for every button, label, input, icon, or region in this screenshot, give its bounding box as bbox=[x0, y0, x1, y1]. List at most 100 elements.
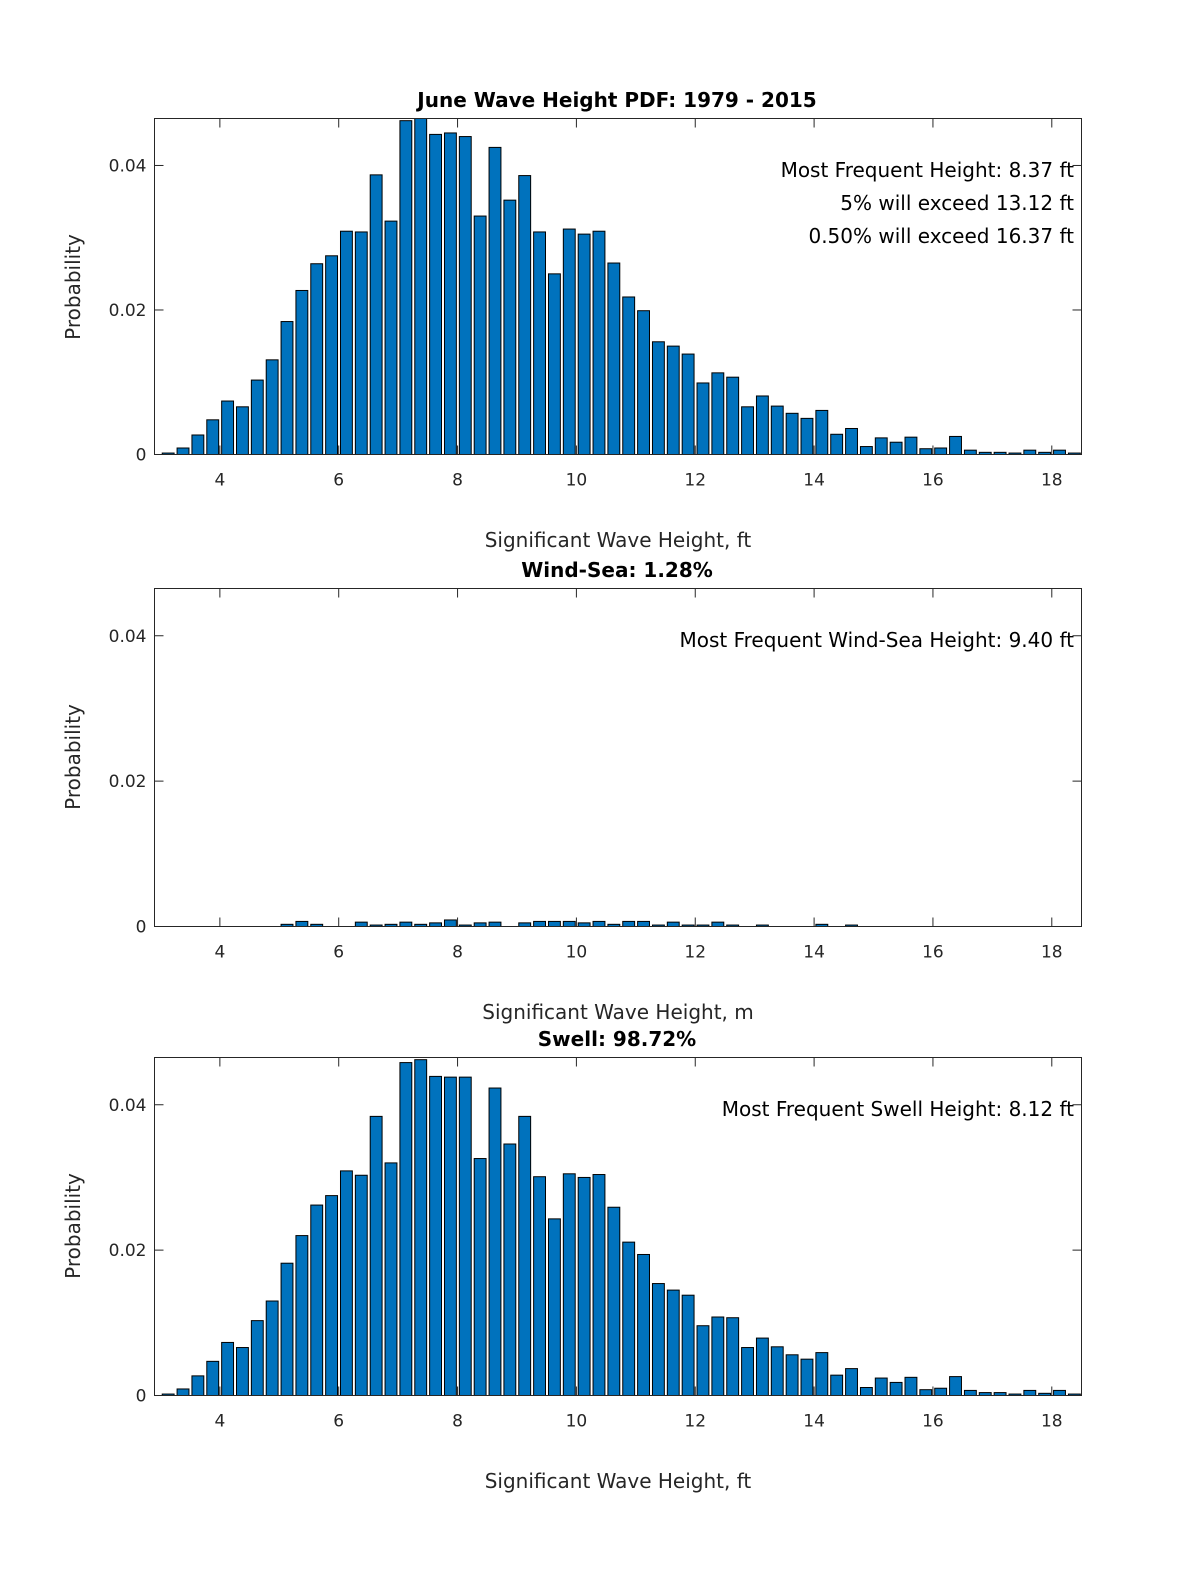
y-tick-label: 0.04 bbox=[109, 627, 147, 647]
bar bbox=[785, 1354, 799, 1397]
bar bbox=[473, 215, 487, 455]
bar bbox=[607, 262, 621, 455]
bar bbox=[191, 434, 205, 455]
bar bbox=[280, 1262, 294, 1396]
bar bbox=[339, 1170, 353, 1397]
bar bbox=[904, 436, 918, 456]
bar bbox=[369, 1115, 383, 1396]
bar bbox=[295, 920, 309, 927]
bar bbox=[1053, 449, 1066, 456]
y-axis-label: Probability bbox=[61, 234, 85, 340]
bar bbox=[934, 1387, 948, 1396]
bar bbox=[711, 1316, 725, 1396]
bar bbox=[726, 1317, 740, 1396]
bar bbox=[562, 228, 576, 455]
bar bbox=[963, 1389, 977, 1397]
bar bbox=[800, 1358, 814, 1397]
bar bbox=[236, 406, 249, 455]
bar bbox=[221, 1341, 235, 1396]
annotation-text: Most Frequent Wind-Sea Height: 9.40 ft bbox=[679, 628, 1074, 652]
y-axis-label: Probability bbox=[61, 1173, 85, 1279]
bar bbox=[384, 1162, 398, 1397]
x-tick-label: 10 bbox=[566, 471, 588, 491]
bar bbox=[622, 1241, 636, 1396]
bar bbox=[488, 146, 502, 455]
bar bbox=[310, 1204, 324, 1397]
bar bbox=[384, 220, 398, 455]
y-tick-label: 0 bbox=[136, 446, 147, 466]
x-ticks: 4 6 8 10 12 14 16 18 bbox=[214, 588, 1063, 963]
bar bbox=[250, 1320, 264, 1397]
bar bbox=[949, 435, 962, 456]
x-tick-label: 18 bbox=[1041, 943, 1063, 963]
bar bbox=[577, 1176, 591, 1396]
bar bbox=[666, 921, 680, 928]
bar bbox=[651, 341, 665, 455]
bar bbox=[339, 230, 353, 455]
bar bbox=[904, 1376, 918, 1396]
bar bbox=[443, 919, 457, 928]
bars-group bbox=[161, 118, 1081, 456]
bar bbox=[1023, 449, 1037, 456]
bar bbox=[236, 1347, 249, 1397]
x-ticks: 4 6 8 10 12 14 16 18 bbox=[214, 1057, 1063, 1432]
bar bbox=[845, 427, 858, 455]
bar bbox=[443, 1076, 457, 1396]
bar bbox=[533, 1176, 546, 1396]
bar bbox=[963, 449, 977, 456]
y-tick-label: 0.02 bbox=[109, 1241, 147, 1261]
bar bbox=[369, 174, 383, 456]
bar bbox=[399, 120, 413, 455]
bar bbox=[770, 1346, 784, 1397]
bar bbox=[815, 1352, 829, 1396]
y-ticks: 0 0.02 0.04 bbox=[109, 627, 1082, 938]
chart-title: Swell: 98.72% bbox=[538, 1027, 696, 1051]
y-ticks: 0 0.02 0.04 bbox=[109, 1096, 1082, 1407]
bar bbox=[919, 448, 933, 456]
annotation-text: Most Frequent Swell Height: 8.12 ft bbox=[722, 1097, 1074, 1121]
x-ticks: 4 6 8 10 12 14 16 18 bbox=[214, 118, 1063, 491]
bar bbox=[755, 1337, 769, 1396]
bar bbox=[815, 409, 829, 456]
x-tick-label: 8 bbox=[452, 943, 463, 963]
bar bbox=[800, 417, 814, 455]
x-tick-label: 4 bbox=[214, 471, 225, 491]
bar bbox=[533, 231, 546, 455]
bar bbox=[874, 437, 888, 456]
annotations: Most Frequent Height: 8.37 ft 5% will exc… bbox=[781, 158, 1075, 248]
bar bbox=[488, 1087, 502, 1397]
bar bbox=[429, 133, 443, 455]
bar bbox=[429, 922, 443, 927]
bar bbox=[562, 920, 576, 927]
x-tick-label: 14 bbox=[803, 1412, 825, 1432]
x-tick-label: 8 bbox=[452, 471, 463, 491]
x-tick-label: 10 bbox=[566, 943, 588, 963]
bar bbox=[622, 296, 636, 456]
bar bbox=[666, 345, 680, 455]
axes-box bbox=[154, 118, 1082, 455]
bar bbox=[607, 1206, 621, 1396]
bar bbox=[755, 395, 769, 455]
bar bbox=[592, 230, 606, 455]
bar bbox=[859, 446, 873, 455]
x-tick-label: 6 bbox=[333, 471, 344, 491]
bar bbox=[637, 1253, 650, 1396]
bar bbox=[577, 922, 591, 927]
bar bbox=[473, 922, 487, 927]
bar bbox=[280, 321, 294, 455]
bar bbox=[265, 359, 279, 455]
x-tick-label: 4 bbox=[214, 943, 225, 963]
bar bbox=[874, 1377, 888, 1397]
bar bbox=[741, 1347, 754, 1397]
y-axis-label: Probability bbox=[61, 704, 85, 810]
y-tick-label: 0.04 bbox=[109, 156, 147, 176]
x-axis-label: Significant Wave Height, ft bbox=[485, 528, 752, 552]
bar bbox=[547, 920, 561, 927]
y-tick-label: 0.02 bbox=[109, 301, 147, 321]
bars-group bbox=[161, 1059, 1081, 1397]
bars-group bbox=[280, 919, 858, 928]
x-tick-label: 18 bbox=[1041, 1412, 1063, 1432]
bar bbox=[830, 433, 844, 455]
bar bbox=[681, 353, 695, 455]
chart-title: June Wave Height PDF: 1979 - 2015 bbox=[415, 88, 816, 112]
